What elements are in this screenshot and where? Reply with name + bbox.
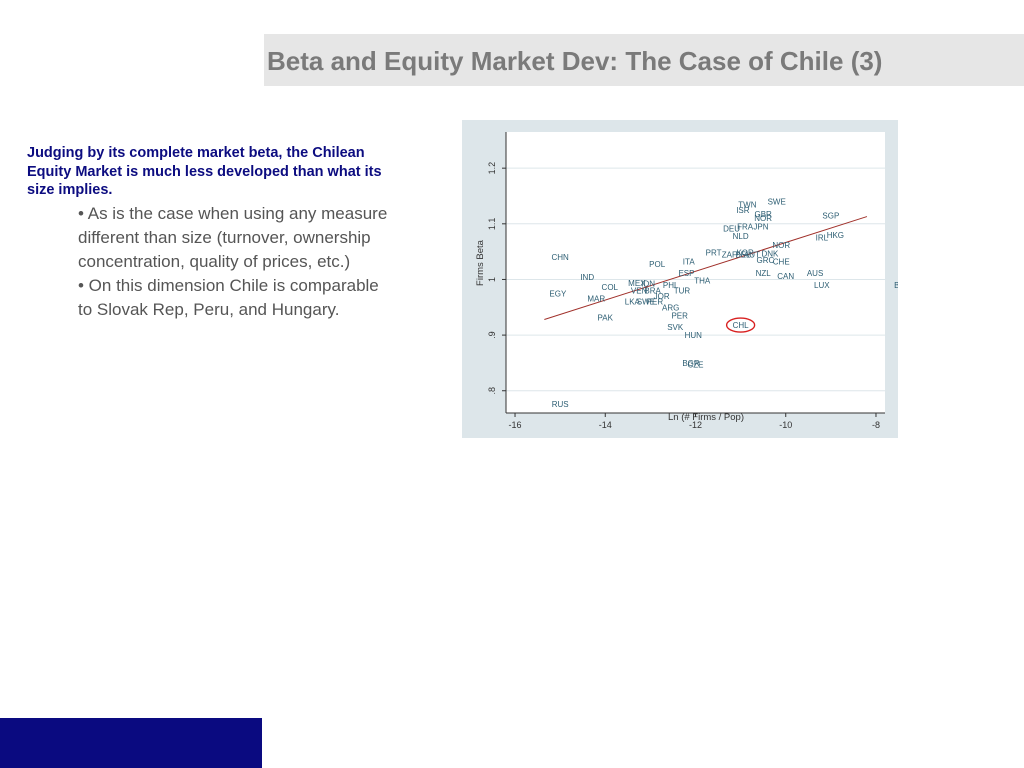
data-point-bel: BEL xyxy=(735,250,751,259)
data-point-ita: ITA xyxy=(683,258,696,267)
data-point-mar: MAR xyxy=(587,294,605,303)
data-point-bgr: BGR xyxy=(682,359,700,368)
lead-paragraph: Judging by its complete market beta, the… xyxy=(27,145,382,198)
data-point-gbr: GBR xyxy=(755,210,773,219)
data-point-ven: VEN xyxy=(631,287,648,296)
footer-bar xyxy=(0,718,262,768)
data-point-pak: PAK xyxy=(598,313,614,322)
data-point-rus: RUS xyxy=(552,400,569,409)
data-point-tur: TUR xyxy=(674,287,691,296)
data-point-nor: NOR xyxy=(754,214,772,223)
bullet-item: • On this dimension Chile is comparable … xyxy=(78,275,379,319)
text-panel: Judging by its complete market beta, the… xyxy=(27,144,397,322)
data-point-esp: ESP xyxy=(678,269,694,278)
y-tick-label: 1.1 xyxy=(487,218,497,231)
data-point-grc: GRC xyxy=(757,256,775,265)
data-point-chn: CHN xyxy=(551,253,569,262)
data-point-nld: NLD xyxy=(733,232,749,241)
data-point-zaf: ZAF xyxy=(722,250,737,259)
data-point-jpn: JPN xyxy=(753,223,768,232)
data-point-kor: KOR xyxy=(736,249,754,258)
data-point-twn: TWN xyxy=(738,200,756,209)
data-point-arg: ARG xyxy=(662,303,679,312)
data-point-per: PER xyxy=(671,312,688,321)
x-tick-label: -8 xyxy=(872,420,880,430)
data-point-isr: ISR xyxy=(736,206,750,215)
data-point-swe: SWE xyxy=(768,198,786,207)
y-tick-label: .9 xyxy=(487,331,497,339)
data-point-phl: PHL xyxy=(663,281,679,290)
y-axis-label: Firms Beta xyxy=(475,239,486,286)
y-tick-label: .8 xyxy=(487,387,497,395)
data-point-prt: PRT xyxy=(706,249,722,258)
data-point-cze: CZE xyxy=(688,361,704,370)
x-tick-label: -16 xyxy=(509,420,522,430)
data-point-hkg: HKG xyxy=(827,231,844,240)
data-point-col: COL xyxy=(602,283,619,292)
data-point-idn: IDN xyxy=(641,279,655,288)
data-point-mex: MEX xyxy=(628,279,646,288)
data-point-svk: SVK xyxy=(667,323,684,332)
data-point-irl: IRL xyxy=(816,234,829,243)
y-tick-label: 1.2 xyxy=(487,162,497,175)
data-point-swe: SWE xyxy=(637,298,655,307)
data-point-ind: IND xyxy=(580,273,594,282)
x-axis-label: Ln (# Firms / Pop) xyxy=(668,412,744,423)
data-point-per: PER xyxy=(647,298,664,307)
y-tick-label: 1 xyxy=(487,277,497,282)
data-point-lka: LKA xyxy=(625,298,641,307)
x-tick-label: -14 xyxy=(599,420,612,430)
data-point-jor: JOR xyxy=(654,292,670,301)
data-point-nor: NOR xyxy=(772,241,790,250)
slide-title: Beta and Equity Market Dev: The Case of … xyxy=(267,46,883,76)
data-point-hun: HUN xyxy=(685,331,703,340)
data-point-pol: POL xyxy=(649,260,666,269)
data-point-aut: AUT xyxy=(744,250,760,259)
data-point-lux: LUX xyxy=(814,281,830,290)
x-tick-label: -10 xyxy=(779,420,792,430)
data-point-dnk: DNK xyxy=(762,249,780,258)
data-point-egy: EGY xyxy=(549,289,567,298)
data-point-sgp: SGP xyxy=(822,211,839,220)
data-point-fra: FRA xyxy=(737,223,754,232)
data-point-tha: THA xyxy=(694,277,711,286)
bullet-list: • As is the case when using any measure … xyxy=(78,202,397,322)
data-point-bmu: BMU xyxy=(894,281,898,290)
data-point-deu: DEU xyxy=(723,224,740,233)
data-point-bra: BRA xyxy=(644,287,661,296)
fit-line xyxy=(544,216,868,320)
title-bar: Beta and Equity Market Dev: The Case of … xyxy=(264,34,1024,86)
data-point-che: CHE xyxy=(773,258,790,267)
bullet-item: • As is the case when using any measure … xyxy=(78,203,388,271)
scatter-chart: .8.9 1 1.1 1.2 -16 -14 -12 -10 -8 TWN SWE ISR GBR NOR… xyxy=(462,120,898,438)
data-point-chl: CHL xyxy=(733,321,750,330)
highlight-ring xyxy=(725,317,756,333)
x-tick-label: -12 xyxy=(689,420,702,430)
plot-area xyxy=(506,132,885,413)
data-point-aus: AUS xyxy=(807,269,823,278)
data-point-nzl: NZL xyxy=(756,269,772,278)
data-point-can: CAN xyxy=(777,272,794,281)
